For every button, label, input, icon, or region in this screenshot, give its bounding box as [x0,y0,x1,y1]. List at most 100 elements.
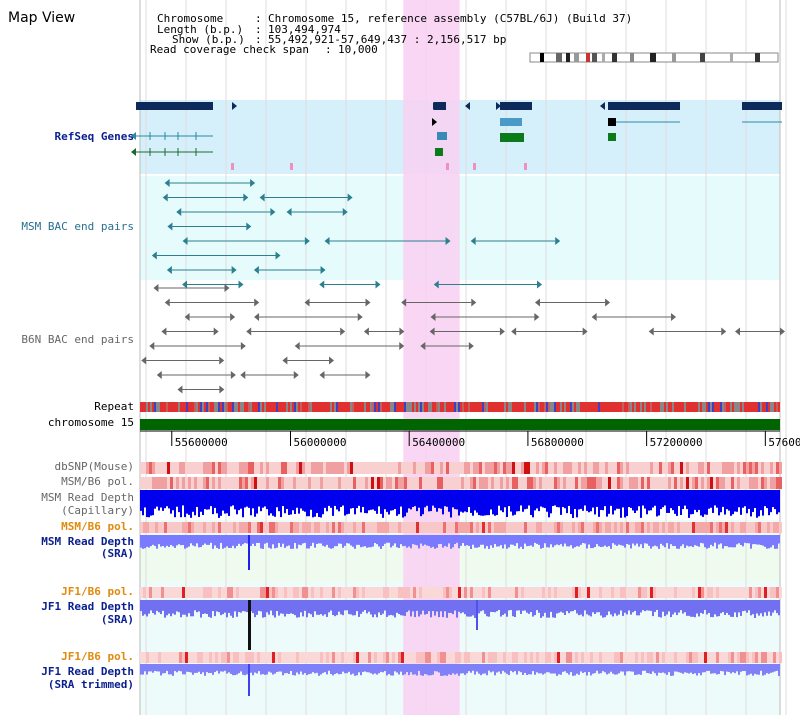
jf1-depth-sra-bar [708,600,710,613]
dbsnp-heat [188,462,191,474]
msm-b6-pol2-heat [320,522,323,533]
msm-b6-pol-heat [779,477,782,489]
msm-depth-capillary-bar [726,490,728,510]
refseq-marker [231,163,234,170]
msm-depth-capillary-bar [658,490,660,516]
refseq-gene-block [742,102,782,110]
dbsnp-heat [761,462,764,474]
jf1-b6-pol2-heat [731,652,734,663]
jf1-depth-trimmed-bar [606,664,608,675]
jf1-b6-pol-heat [761,587,764,598]
jf1-depth-trimmed-bar [390,664,392,676]
repeat-mark [716,402,718,412]
jf1-b6-pol-heat [602,587,605,598]
dbsnp-heat [248,462,251,474]
dbsnp-heat [539,462,542,474]
jf1-b6-pol2-heat [212,652,215,663]
msm-depth-capillary-bar [748,490,750,509]
msm-depth-capillary-bar [522,490,524,512]
msm-depth-sra-bar [312,535,314,543]
dbsnp-heat [266,462,269,474]
jf1-depth-sra-bar [614,600,616,614]
msm-depth-sra-bar [680,535,682,547]
repeat-mark [410,402,412,412]
msm-depth-capillary-bar [326,490,328,512]
msm-b6-pol2-heat [479,522,482,533]
dbsnp-heat [455,462,458,474]
msm-depth-capillary-bar [752,490,754,512]
dbsnp-heat [371,462,374,474]
msm-depth-sra-bar [584,535,586,544]
b6n-bac-end [648,327,654,336]
jf1-b6-pol2-heat [671,652,674,663]
msm-depth-sra-bar [278,535,280,544]
msm-depth-capillary-bar [218,490,220,518]
jf1-depth-sra-bar [444,600,446,612]
msm-depth-sra-bar [526,535,528,547]
jf1-b6-pol2-heat [299,652,302,663]
msm-depth-sra-bar [722,535,724,549]
dbsnp-heat [383,462,386,474]
dbsnp-heat [683,462,686,474]
msm-depth-sra-bar [596,535,598,545]
jf1-b6-pol2-heat [575,652,578,663]
jf1-depth-sra-bar [366,600,368,614]
track-label-msm-bac[interactable]: MSM BAC end pairs [21,220,134,233]
repeat-mark [694,402,696,412]
msm-b6-pol-heat [374,477,377,489]
jf1-depth-trimmed-bar [610,664,612,672]
b6n-bac-end [224,284,230,292]
jf1-depth-trimmed-bar [194,664,196,673]
jf1-b6-pol-heat [521,587,524,598]
msm-depth-capillary-bar [552,490,554,507]
jf1-depth-sra-bar [322,600,324,616]
msm-b6-pol2-heat [224,522,227,533]
jf1-depth-sra-bar [758,600,760,616]
jf1-depth-sra-bar [340,600,342,615]
msm-depth-capillary-bar [434,490,436,508]
jf1-depth-trimmed-bar [674,664,676,672]
msm-depth-sra-bar [322,535,324,546]
msm-b6-pol-heat [215,477,218,489]
jf1-depth-trimmed-bar [514,664,516,672]
msm-depth-capillary-bar [418,490,420,508]
msm-depth-capillary-bar [174,490,176,518]
jf1-depth-trimmed-bar [726,664,728,672]
dbsnp-heat [398,462,401,474]
jf1-depth-trimmed-bar [754,664,756,674]
repeat-mark [640,402,642,412]
dbsnp-heat [599,462,602,474]
jf1-b6-pol-heat [473,587,476,598]
jf1-depth-trimmed-bar [174,664,176,672]
msm-bac-end [275,251,281,260]
track-label-b6n-bac[interactable]: B6N BAC end pairs [21,333,134,346]
jf1-b6-pol-heat [233,587,236,598]
jf1-b6-pol2-heat [626,652,629,663]
dbsnp-heat [776,462,779,474]
jf1-b6-pol-heat [470,587,473,598]
jf1-b6-pol-heat [404,587,407,598]
jf1-depth-sra-bar [648,600,650,611]
msm-b6-pol2-heat [491,522,494,533]
msm-depth-sra-bar [590,535,592,549]
msm-b6-pol2-heat [473,522,476,533]
msm-depth-sra-bar [218,535,220,549]
repeat-mark [284,402,286,412]
msm-depth-capillary-bar [142,490,144,516]
jf1-depth-trimmed-bar [470,664,472,673]
track-label-refseq-genes[interactable]: RefSeq Genes [54,130,134,143]
jf1-depth-sra-bar [642,600,644,611]
msm-depth-sra-bar [214,535,216,546]
repeat-mark [606,402,608,412]
msm-b6-pol2-heat [206,522,209,533]
repeat-mark [736,402,738,412]
msm-depth-capillary-bar [454,490,456,510]
jf1-b6-pol-heat [683,587,686,598]
dbsnp-heat [710,462,713,474]
jf1-b6-pol-heat [671,587,674,598]
msm-b6-pol-heat [467,477,470,489]
msm-depth-sra-bar [232,535,234,546]
msm-depth-capillary-bar [690,490,692,515]
refseq-gene-block [500,102,532,110]
msm-b6-pol2-heat [476,522,479,533]
